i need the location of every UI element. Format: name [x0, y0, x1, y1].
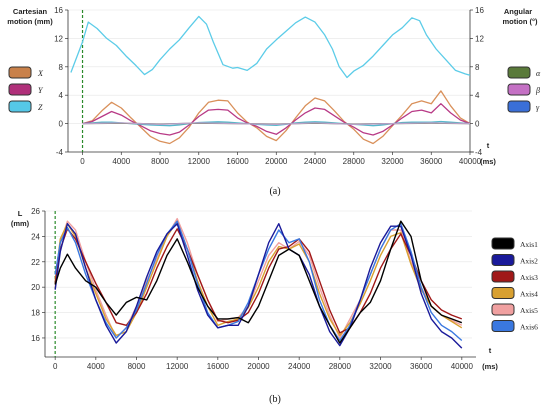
x-tick-label: 12000 — [188, 157, 211, 166]
x-axis-unit: (ms) — [480, 157, 496, 166]
x-axis-label: t — [487, 141, 490, 150]
y-axis-label-left-unit: motion (mm) — [7, 17, 53, 26]
y-axis-label: L — [18, 209, 23, 218]
legend-swatch-Axis4 — [491, 287, 515, 299]
y-tick-label: 4 — [59, 91, 64, 100]
x-tick-label: 28000 — [329, 362, 352, 371]
legend-label-Z: Z — [38, 103, 43, 112]
legend-swatch-β — [507, 83, 531, 96]
x-tick-label: 20000 — [265, 157, 288, 166]
x-tick-label: 4000 — [112, 157, 130, 166]
y-tick-label: 22 — [31, 258, 40, 267]
y-right-tick-label: 8 — [475, 63, 480, 72]
series-line-X — [82, 90, 471, 145]
x-tick-label: 24000 — [288, 362, 311, 371]
legend-label-α: α — [536, 69, 541, 78]
y-tick-label: 12 — [54, 34, 63, 43]
x-axis-unit: (ms) — [482, 362, 498, 371]
x-tick-label: 20000 — [247, 362, 270, 371]
legend-label-Axis5: Axis5 — [520, 306, 538, 315]
legend-swatch-Axis1 — [491, 237, 515, 250]
series-line-Z — [70, 15, 471, 79]
x-tick-label: 0 — [80, 157, 85, 166]
panel-a: -4 0 4 8 12 16 -4 0 4 8 12 16 0 4000 8000 12000 16000 200… — [7, 6, 541, 197]
legend-swatch-Z — [8, 100, 32, 113]
series-line-Axis4 — [54, 220, 463, 337]
x-axis-label: t — [489, 346, 492, 355]
y-tick-label: 16 — [54, 6, 63, 15]
panel-label-b: (b) — [269, 394, 281, 405]
series-line-Axis2 — [54, 223, 463, 349]
series-line-β — [82, 122, 471, 125]
y-right-tick-label: 0 — [475, 120, 480, 129]
legend-label-Axis1: Axis1 — [520, 240, 538, 249]
legend-swatch-Y — [8, 83, 32, 96]
legend-label-Axis2: Axis2 — [520, 257, 538, 266]
y-tick-label: 18 — [31, 309, 40, 318]
legend-label-X: X — [37, 69, 44, 78]
legend-label-β: β — [535, 86, 540, 95]
y-tick-label: 16 — [31, 334, 40, 343]
y-axis-label-right-unit: motion (°) — [502, 17, 538, 26]
y-right-tick-label: -4 — [475, 148, 483, 157]
legend-label-Y: Y — [38, 86, 44, 95]
y-axis-label-left: Cartesian — [13, 7, 48, 16]
x-tick-label: 32000 — [369, 362, 392, 371]
x-tick-label: 36000 — [410, 362, 433, 371]
y-tick-label: 26 — [31, 207, 40, 216]
x-tick-label: 40000 — [451, 362, 474, 371]
panel-b: 16 18 20 22 24 26 0 4000 8000 12000 16000 20000 2400… — [11, 207, 538, 405]
y-tick-label: 8 — [59, 63, 64, 72]
legend-swatch-γ — [507, 100, 531, 113]
x-tick-label: 8000 — [128, 362, 146, 371]
y-right-tick-label: 4 — [475, 91, 480, 100]
legend-label-Axis4: Axis4 — [520, 290, 538, 299]
y-axis-label-right: Angular — [504, 7, 532, 16]
x-tick-label: 16000 — [207, 362, 230, 371]
x-tick-label: 36000 — [420, 157, 443, 166]
x-tick-label: 8000 — [151, 157, 169, 166]
x-tick-label: 4000 — [87, 362, 105, 371]
legend-label-γ: γ — [536, 103, 540, 112]
legend-swatch-Axis2 — [491, 254, 515, 266]
legend-swatch-X — [8, 66, 32, 79]
series-line-Axis5 — [54, 217, 463, 339]
y-tick-label: 0 — [59, 120, 64, 129]
legend-swatch-Axis3 — [491, 270, 515, 283]
y-tick-label: 24 — [31, 232, 40, 241]
y-right-tick-label: 16 — [475, 6, 484, 15]
series-line-Y — [82, 103, 471, 136]
y-tick-label: 20 — [31, 283, 40, 292]
legend-swatch-Axis5 — [491, 303, 515, 316]
legend-swatch-Axis6 — [491, 320, 515, 332]
series-line-γ — [82, 120, 471, 127]
x-tick-label: 12000 — [166, 362, 189, 371]
x-tick-label: 40000 — [459, 157, 482, 166]
legend-label-Axis3: Axis3 — [520, 273, 538, 282]
x-tick-label: 0 — [53, 362, 58, 371]
legend-label-Axis6: Axis6 — [520, 323, 538, 332]
x-tick-label: 16000 — [226, 157, 249, 166]
y-tick-label: -4 — [56, 148, 64, 157]
y-axis-label-unit: (mm) — [11, 219, 30, 228]
series-line-Axis3 — [54, 228, 463, 334]
x-tick-label: 28000 — [343, 157, 366, 166]
panel-label-a: (a) — [269, 186, 280, 197]
x-tick-label: 24000 — [304, 157, 327, 166]
legend-swatch-α — [507, 66, 531, 79]
y-right-tick-label: 12 — [475, 34, 484, 43]
series-line-Axis1 — [54, 220, 463, 344]
x-tick-label: 32000 — [381, 157, 404, 166]
